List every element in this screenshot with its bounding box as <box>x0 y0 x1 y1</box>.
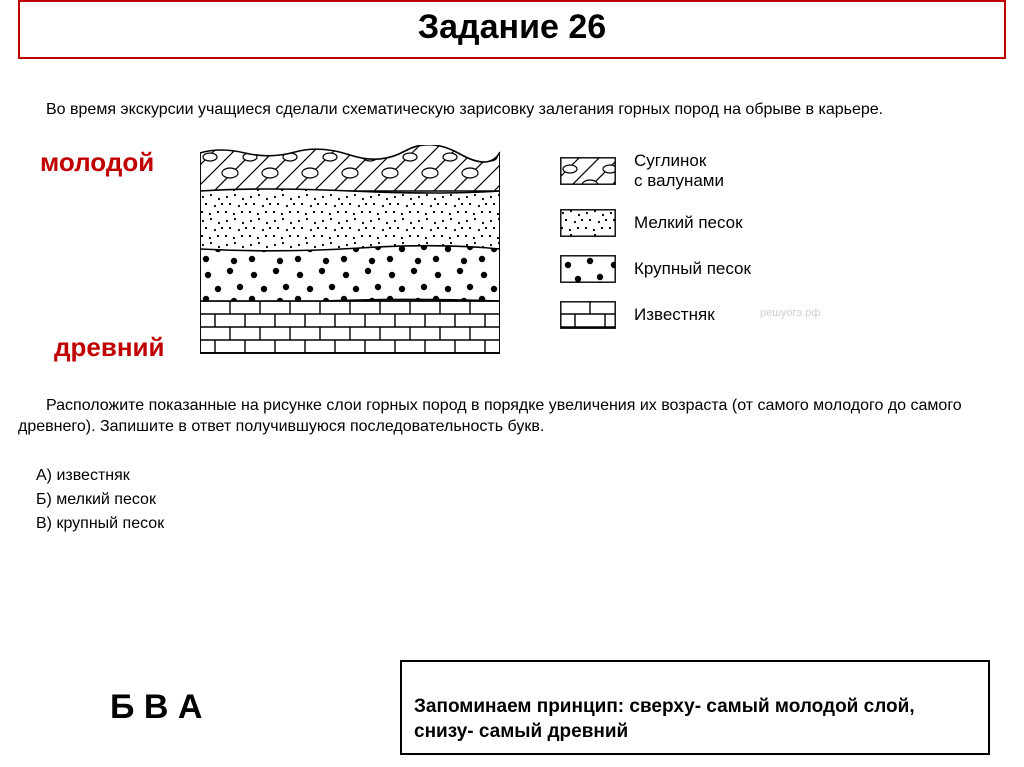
legend-label: Известняк <box>634 305 715 325</box>
intro-text: Во время экскурсии учащиеся сделали схем… <box>18 99 1006 121</box>
task-text: Расположите показанные на рисунке слои г… <box>18 395 1006 438</box>
principle-box: Запоминаем принцип: сверху- самый молодо… <box>400 660 990 755</box>
option-a: А) известняк <box>36 464 1024 488</box>
legend-label: Крупный песок <box>634 259 751 279</box>
legend-swatch-coarse-sand <box>560 255 616 283</box>
options-list: А) известняк Б) мелкий песок В) крупный … <box>36 464 1024 536</box>
principle-text: Запоминаем принцип: сверху- самый молодо… <box>414 696 915 743</box>
task-text-content: Расположите показанные на рисунке слои г… <box>18 397 962 436</box>
watermark: решуогэ.рф <box>760 307 820 319</box>
diagram-area: молодой древний Суглинок с валунами Мелк… <box>0 137 1024 377</box>
strata-diagram <box>200 145 500 355</box>
label-young: молодой <box>40 147 154 178</box>
legend-swatch-limestone <box>560 301 616 329</box>
answer: Б В А <box>110 688 202 727</box>
title-box: Задание 26 <box>18 0 1006 59</box>
page-title: Задание 26 <box>20 8 1004 47</box>
legend-item-fine-sand: Мелкий песок <box>560 209 751 237</box>
legend-item-limestone: Известняк <box>560 301 751 329</box>
legend-swatch-fine-sand <box>560 209 616 237</box>
legend: Суглинок с валунами Мелкий песок Крупный… <box>560 151 751 347</box>
intro-text-content: Во время экскурсии учащиеся сделали схем… <box>46 101 883 118</box>
label-old: древний <box>54 332 165 363</box>
option-c: В) крупный песок <box>36 512 1024 536</box>
legend-label: Мелкий песок <box>634 213 743 233</box>
option-b: Б) мелкий песок <box>36 488 1024 512</box>
legend-item-coarse-sand: Крупный песок <box>560 255 751 283</box>
legend-swatch-loam <box>560 157 616 185</box>
legend-label: Суглинок с валунами <box>634 151 724 191</box>
legend-item-loam: Суглинок с валунами <box>560 151 751 191</box>
